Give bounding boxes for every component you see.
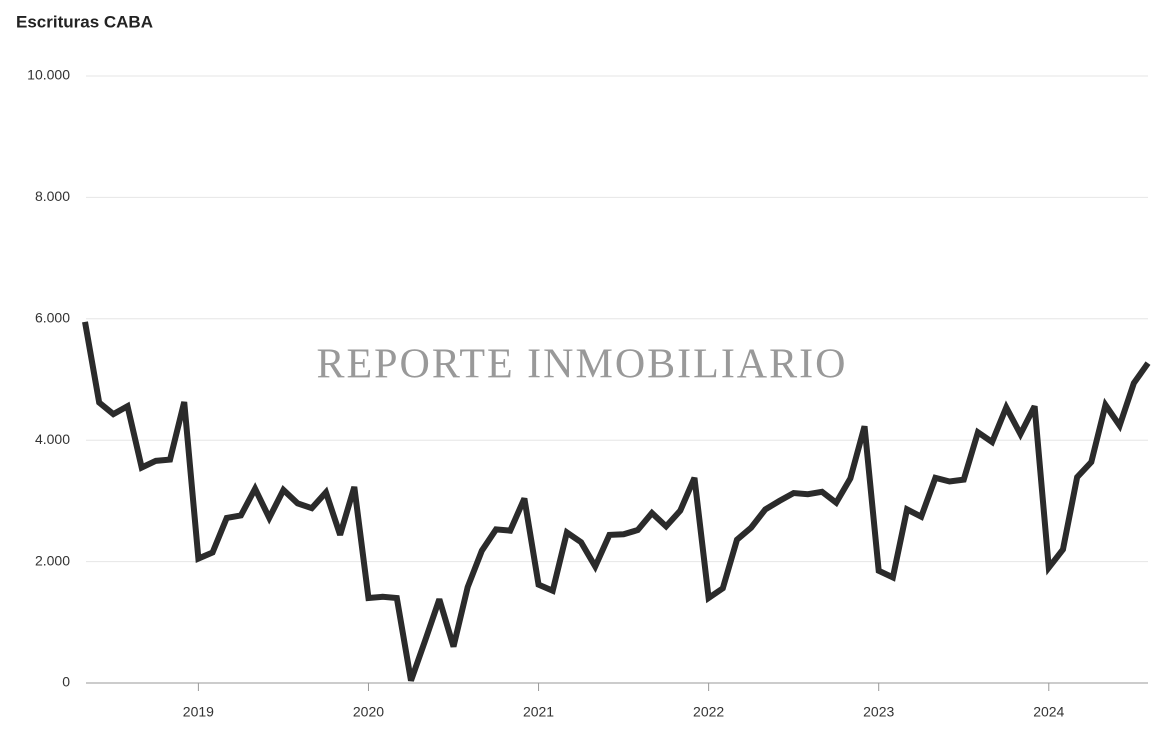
x-tick-label: 2019 — [183, 704, 214, 720]
watermark: REPORTE INMOBILIARIO — [317, 342, 848, 388]
x-tick-label: 2023 — [863, 704, 894, 720]
chart-title: Escrituras CABA — [16, 12, 153, 31]
x-tick-label: 2024 — [1033, 704, 1064, 720]
x-tick-label: 2021 — [523, 704, 554, 720]
y-tick-label: 0 — [62, 674, 70, 690]
y-tick-label: 4.000 — [35, 431, 70, 447]
y-tick-label: 8.000 — [35, 188, 70, 204]
line — [82, 321, 1151, 682]
y-tick-label: 10.000 — [27, 67, 70, 83]
x-tick-label: 2022 — [693, 704, 724, 720]
y-tick-label: 2.000 — [35, 552, 70, 568]
y-tick-label: 6.000 — [35, 310, 70, 326]
x-tick-label: 2020 — [353, 704, 384, 720]
